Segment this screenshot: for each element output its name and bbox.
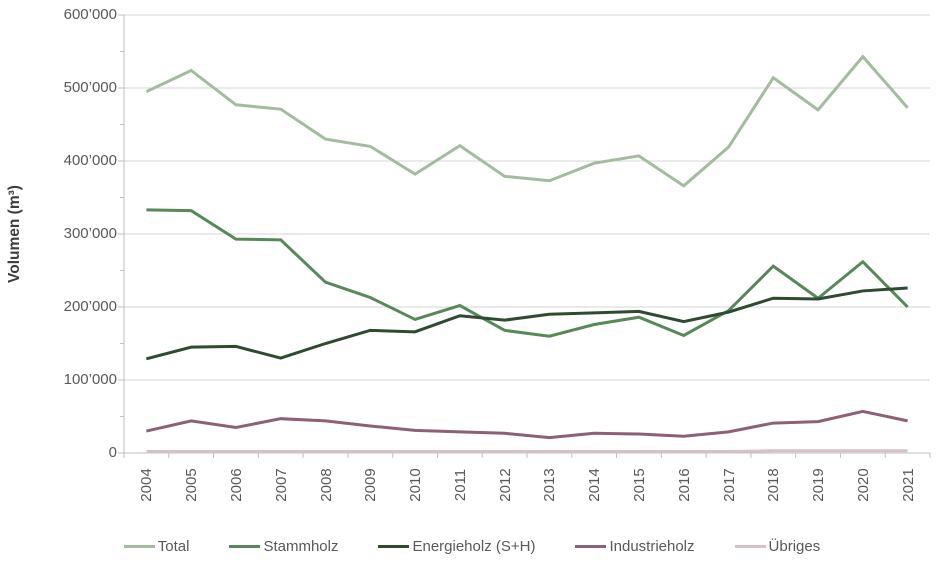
legend-label: Übriges bbox=[768, 538, 821, 555]
x-tick-label: 2021 bbox=[899, 468, 917, 502]
x-tick-label: 2014 bbox=[585, 468, 603, 502]
legend-item-briges: Übriges bbox=[734, 538, 821, 555]
x-tick-label: 2018 bbox=[764, 468, 782, 502]
legend-label: Industrieholz bbox=[609, 538, 695, 555]
y-tick-label: 600’000 bbox=[63, 6, 117, 23]
y-tick-label: 0 bbox=[108, 444, 117, 461]
x-tick-label: 2009 bbox=[361, 468, 379, 502]
legend-label: Energieholz (S+H) bbox=[412, 538, 536, 555]
legend-label: Total bbox=[157, 538, 190, 555]
legend-line-swatch bbox=[229, 545, 261, 548]
x-tick-label: 2012 bbox=[496, 468, 514, 502]
series-line-stammholz bbox=[146, 208, 909, 338]
x-tick-label: 2006 bbox=[227, 468, 245, 502]
x-tick-label: 2004 bbox=[137, 468, 155, 502]
x-tick-label: 2005 bbox=[182, 468, 200, 502]
series-line-briges bbox=[146, 449, 908, 454]
x-tick-label: 2011 bbox=[451, 468, 469, 502]
x-tick-label: 2019 bbox=[809, 468, 827, 502]
y-tick-label: 100’000 bbox=[63, 371, 117, 388]
series-line-total bbox=[145, 54, 909, 188]
legend-line-swatch bbox=[575, 545, 607, 548]
y-tick-label: 300’000 bbox=[63, 225, 117, 242]
legend-line-swatch bbox=[378, 545, 410, 548]
x-tick-label: 2007 bbox=[272, 468, 290, 502]
legend-label: Stammholz bbox=[263, 538, 339, 555]
legend-item-industrieholz: Industrieholz bbox=[575, 538, 695, 555]
y-tick-label: 500’000 bbox=[63, 79, 117, 96]
x-tick-label: 2017 bbox=[720, 468, 737, 502]
legend-line-swatch bbox=[123, 545, 155, 548]
legend-item-stammholz: Stammholz bbox=[229, 538, 338, 555]
legend-line-swatch bbox=[734, 545, 766, 548]
legend-item-total: Total bbox=[123, 538, 190, 555]
legend-item-energieholz-s-h: Energieholz (S+H) bbox=[378, 538, 535, 555]
x-tick-label: 2008 bbox=[317, 468, 334, 502]
y-tick-label: 200’000 bbox=[63, 298, 117, 315]
x-tick-label: 2013 bbox=[540, 468, 558, 502]
y-tick-label: 400’000 bbox=[63, 152, 117, 169]
x-tick-label: 2010 bbox=[406, 468, 424, 502]
x-tick-label: 2015 bbox=[630, 468, 648, 502]
series-line-energieholz-s-h bbox=[146, 286, 908, 361]
chart-legend: Total Stammholz Energieholz (S+H) Industrie… bbox=[0, 538, 944, 555]
x-tick-label: 2020 bbox=[854, 468, 872, 502]
series-line-industrieholz bbox=[146, 409, 908, 440]
x-tick-label: 2016 bbox=[675, 468, 693, 502]
